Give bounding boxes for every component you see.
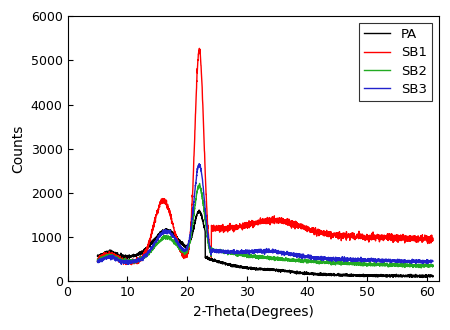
SB1 (133, 260, 139, 264)
SB2 (224, 249, 229, 253)
SB1 (95, 259, 100, 263)
SB2 (95, 257, 100, 261)
SB2 (238, 253, 243, 257)
PA (424, 274, 429, 278)
Line: SB2: SB2 (98, 183, 433, 268)
PA (387, 274, 393, 278)
PA (197, 208, 202, 212)
SB2 (430, 263, 436, 267)
SB3 (153, 239, 158, 243)
SB1 (238, 223, 243, 227)
X-axis label: 2-Theta(Degrees): 2-Theta(Degrees) (193, 305, 314, 319)
SB3 (388, 258, 393, 262)
Y-axis label: Counts: Counts (11, 125, 25, 173)
SB3 (430, 259, 436, 263)
SB1 (430, 239, 436, 243)
SB3 (224, 250, 229, 254)
SB2 (133, 259, 139, 263)
SB2 (424, 264, 429, 268)
SB3 (133, 258, 139, 262)
PA (153, 238, 158, 242)
Line: SB1: SB1 (98, 49, 433, 265)
PA (95, 254, 100, 258)
SB1 (388, 234, 393, 238)
SB3 (95, 259, 100, 263)
SB1 (197, 47, 202, 50)
Line: PA: PA (98, 210, 433, 278)
SB3 (119, 262, 124, 266)
SB3 (424, 259, 429, 263)
SB2 (197, 182, 202, 185)
SB3 (238, 251, 243, 255)
SB2 (418, 266, 424, 270)
SB1 (224, 227, 229, 231)
SB1 (129, 263, 134, 267)
SB3 (197, 162, 202, 166)
Legend: PA, SB1, SB2, SB3: PA, SB1, SB2, SB3 (359, 23, 432, 101)
Line: SB3: SB3 (98, 164, 433, 264)
SB2 (387, 262, 393, 266)
PA (238, 266, 243, 270)
PA (420, 276, 425, 280)
SB1 (424, 236, 429, 240)
PA (133, 253, 139, 257)
PA (430, 275, 436, 279)
PA (224, 261, 229, 265)
SB1 (153, 215, 158, 219)
SB2 (153, 243, 158, 247)
